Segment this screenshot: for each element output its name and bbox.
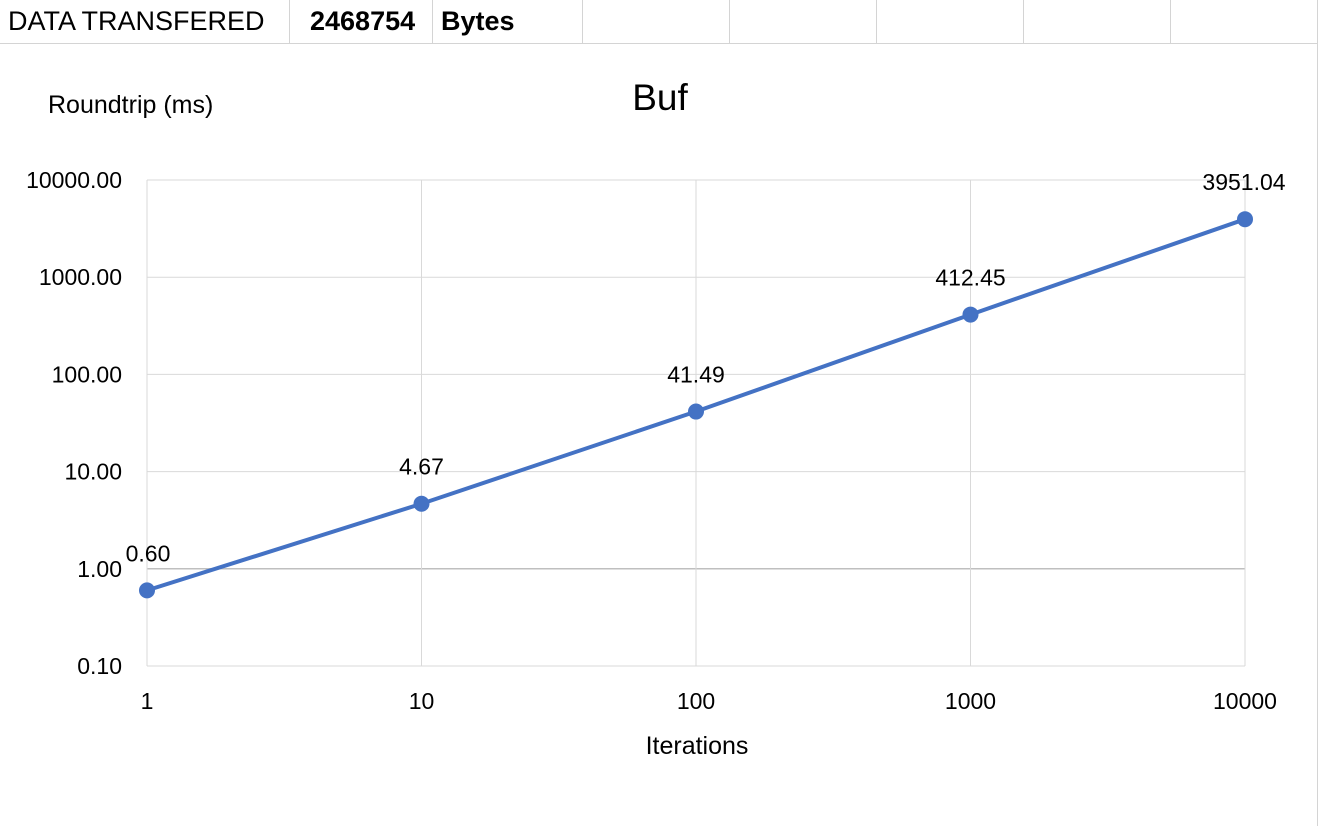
cell-empty[interactable] — [1024, 0, 1171, 43]
x-axis-title: Iterations — [646, 732, 749, 760]
cell-empty[interactable] — [583, 0, 730, 43]
y-tick-label: 1.00 — [77, 556, 122, 582]
x-tick-label: 10 — [409, 688, 435, 714]
data-point — [688, 403, 704, 420]
x-tick-label: 1 — [141, 688, 154, 714]
cell-empty[interactable] — [1171, 0, 1318, 43]
y-axis-title: Roundtrip (ms) — [48, 91, 213, 119]
x-tick-label: 100 — [677, 688, 715, 714]
y-tick-label: 1000.00 — [39, 264, 122, 290]
line-chart: 0.10 1.00 10.00 100.00 1000.00 10000.00 1 10 100… — [26, 77, 1286, 760]
cell-value[interactable]: 2468754 — [290, 0, 433, 43]
data-point — [1237, 211, 1253, 228]
labels: 0.60 4.67 41.49 412.45 3951.04 — [126, 169, 1286, 566]
cell-unit[interactable]: Bytes — [433, 0, 583, 43]
data-transfered-value: 2468754 — [310, 6, 416, 36]
data-transfered-unit: Bytes — [441, 6, 515, 36]
cell-empty[interactable] — [877, 0, 1024, 43]
cell-empty[interactable] — [730, 0, 877, 43]
chart-title: Buf — [632, 77, 688, 118]
y-tick-label: 100.00 — [52, 361, 122, 387]
y-tick-label: 10000.00 — [26, 167, 122, 193]
spreadsheet-row: DATA TRANSFERED 2468754 Bytes — [0, 0, 1318, 44]
data-label: 41.49 — [667, 362, 725, 388]
chart-area[interactable]: 0.10 1.00 10.00 100.00 1000.00 10000.00 1 10 100… — [0, 44, 1318, 826]
gridlines — [146, 179, 1246, 667]
data-point — [139, 582, 155, 599]
y-tick-label: 0.10 — [77, 653, 122, 679]
data-transfered-label: DATA TRANSFERED — [8, 6, 265, 36]
data-label: 412.45 — [935, 265, 1005, 291]
data-label: 3951.04 — [1202, 169, 1285, 195]
series — [139, 211, 1253, 599]
data-point — [413, 495, 430, 512]
y-tick-label: 10.00 — [64, 459, 122, 485]
x-tick-label: 1000 — [945, 688, 996, 714]
x-tick-label: 10000 — [1213, 688, 1277, 714]
axes: 0.10 1.00 10.00 100.00 1000.00 10000.00 1 10 100… — [26, 167, 1277, 714]
data-label: 0.60 — [126, 540, 171, 566]
data-label: 4.67 — [399, 454, 444, 480]
data-point — [962, 306, 979, 323]
cell-label[interactable]: DATA TRANSFERED — [0, 0, 290, 43]
